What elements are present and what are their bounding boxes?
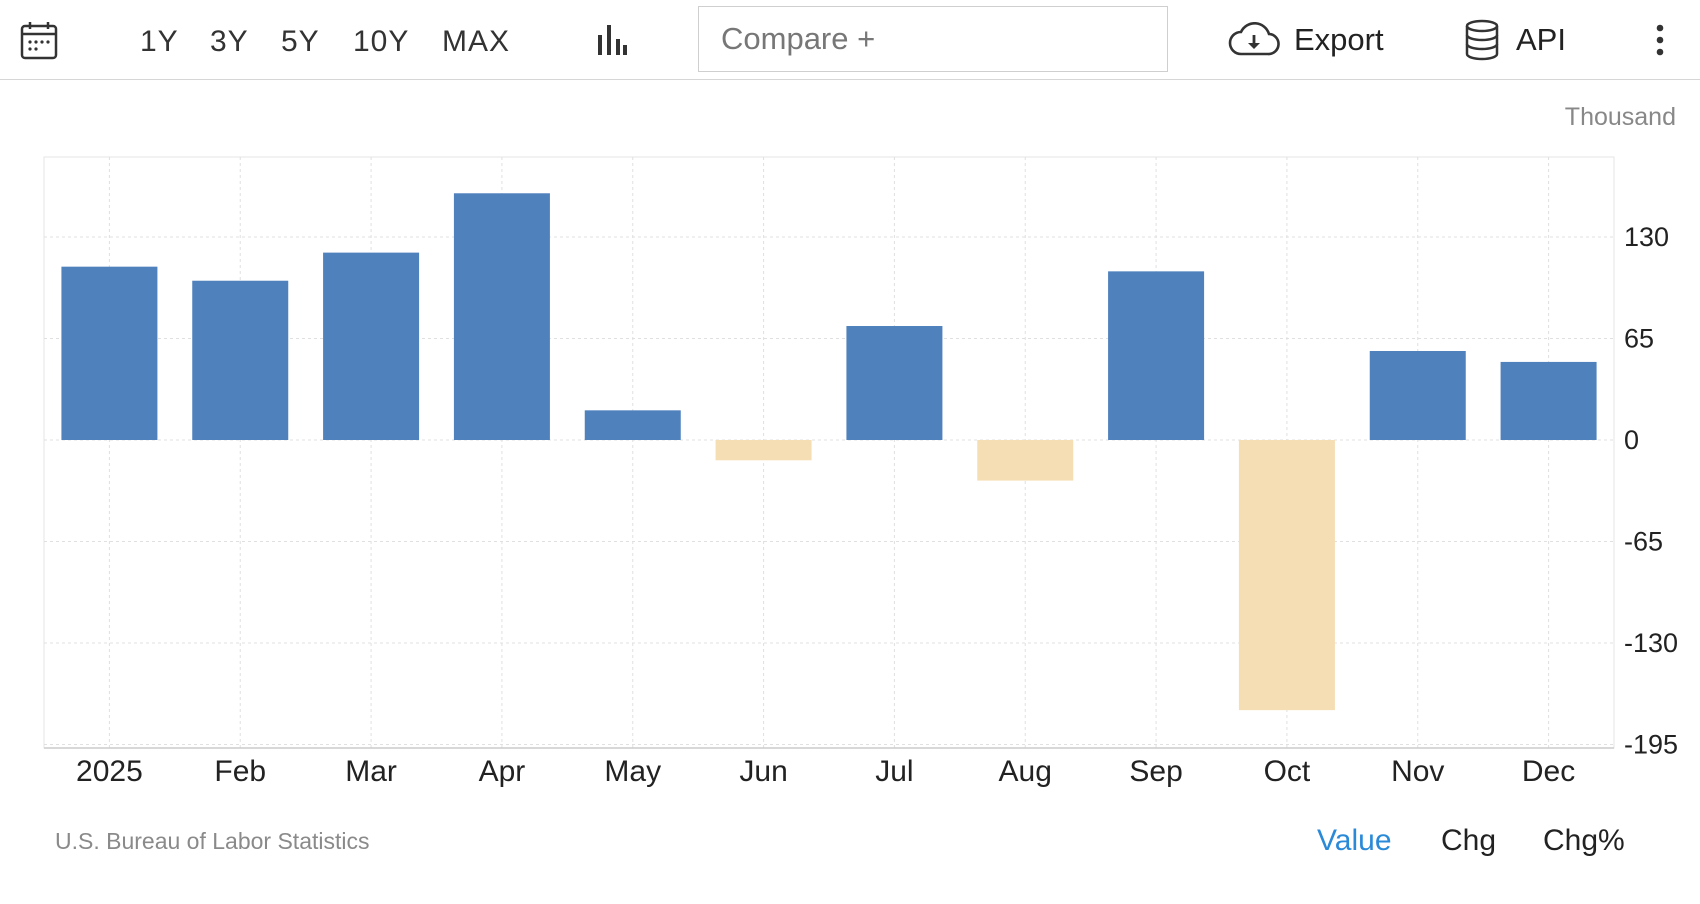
more-button[interactable] <box>1654 0 1666 80</box>
cloud-download-icon <box>1228 22 1280 56</box>
x-tick-label: Mar <box>345 755 397 788</box>
database-icon <box>1465 19 1499 61</box>
y-tick-label: 0 <box>1624 425 1639 455</box>
bar-sep[interactable] <box>1108 271 1205 440</box>
x-tick-label: 2025 <box>76 755 143 788</box>
x-tick-label: Apr <box>479 755 526 788</box>
plot-frame <box>43 156 1615 749</box>
bar-chart-icon <box>598 25 627 55</box>
range-max-button[interactable]: MAX <box>442 25 511 58</box>
compare-box <box>698 6 1168 72</box>
bar-aug[interactable] <box>977 440 1074 481</box>
bar-nov[interactable] <box>1369 350 1466 440</box>
y-tick-label: -195 <box>1624 730 1678 760</box>
chart-grid <box>43 156 1615 749</box>
chart-type-button[interactable] <box>597 0 627 80</box>
x-tick-label: Feb <box>214 755 266 788</box>
bar-oct[interactable] <box>1238 440 1335 711</box>
bar-dec[interactable] <box>1500 361 1597 440</box>
calendar-icon <box>20 22 58 60</box>
range-3y-button[interactable]: 3Y <box>210 25 249 58</box>
more-vertical-icon <box>1656 24 1664 56</box>
y-tick-label: -65 <box>1624 527 1663 557</box>
view-chg-button[interactable]: Chg <box>1441 824 1497 857</box>
x-tick-label: Jun <box>739 755 787 788</box>
y-tick-label: -130 <box>1624 628 1678 658</box>
x-tick-label: Oct <box>1264 755 1311 788</box>
x-tick-label: Jul <box>875 755 913 788</box>
x-tick-label: May <box>604 755 661 788</box>
calendar-button[interactable] <box>20 0 58 80</box>
bar-chart: 130 65 0 -65 -130 -195 2025 Feb Mar Apr May Jun Jul… <box>43 156 1678 788</box>
toolbar: 1Y 3Y 5Y 10Y MAX Export API <box>0 0 1700 80</box>
bar-jun[interactable] <box>715 440 812 461</box>
range-10y-button[interactable]: 10Y <box>353 25 410 58</box>
compare-input[interactable] <box>699 7 1167 71</box>
export-label: Export <box>1294 22 1384 57</box>
x-tick-label: Nov <box>1391 755 1444 788</box>
chart-bars <box>61 193 1597 711</box>
y-axis-ticks: 130 65 0 -65 -130 -195 <box>1624 222 1678 760</box>
api-button[interactable]: API <box>1464 0 1566 80</box>
bar-may[interactable] <box>584 410 681 440</box>
api-label: API <box>1516 22 1566 57</box>
bar-mar[interactable] <box>323 252 420 440</box>
bar-feb[interactable] <box>192 280 289 440</box>
range-1y-button[interactable]: 1Y <box>140 25 179 58</box>
unit-label: Thousand <box>1564 103 1676 131</box>
bar-2025[interactable] <box>61 266 158 440</box>
x-tick-label: Dec <box>1522 755 1575 788</box>
y-tick-label: 65 <box>1624 324 1654 354</box>
y-tick-label: 130 <box>1624 222 1669 252</box>
view-chg-pct-button[interactable]: Chg% <box>1543 824 1625 857</box>
x-axis-ticks: 2025 Feb Mar Apr May Jun Jul Aug Sep Oct Nov Dec <box>76 755 1575 788</box>
range-5y-button[interactable]: 5Y <box>281 25 320 58</box>
x-tick-label: Sep <box>1129 755 1182 788</box>
bar-apr[interactable] <box>453 193 550 440</box>
view-value-button[interactable]: Value <box>1317 824 1392 857</box>
bar-jul[interactable] <box>846 326 943 440</box>
source-label: U.S. Bureau of Labor Statistics <box>55 828 370 854</box>
export-button[interactable]: Export <box>1228 0 1384 80</box>
x-tick-label: Aug <box>999 755 1052 788</box>
